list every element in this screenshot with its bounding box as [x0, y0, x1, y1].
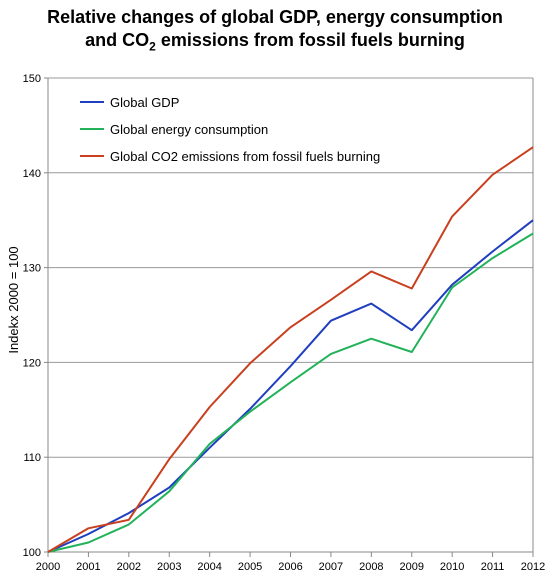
y-axis-label: Indekx 2000 = 100: [6, 246, 21, 353]
chart-title-subscript: 2: [149, 39, 156, 54]
chart-title: Relative changes of global GDP, energy c…: [0, 6, 550, 59]
x-tick-label-2003: 2003: [157, 561, 181, 573]
x-tick-label-2010: 2010: [440, 561, 464, 573]
y-tick-label-140: 140: [23, 168, 41, 180]
series-lines: [47, 146, 534, 553]
legend-label-1: Global energy consumption: [110, 122, 268, 137]
series-line-1: [47, 232, 534, 553]
x-tick-label-2011: 2011: [481, 561, 505, 573]
x-tick-label-2004: 2004: [197, 561, 221, 573]
y-tick-label-110: 110: [23, 452, 41, 464]
x-tick-label-2012: 2012: [521, 561, 545, 573]
chart-title-line2-suffix: emissions from fossil fuels burning: [155, 30, 465, 50]
legend: Global GDP Global energy consumption Globa…: [80, 95, 380, 164]
series-line-0: [47, 219, 534, 553]
x-tick-label-2008: 2008: [359, 561, 383, 573]
legend-label-2: Global CO2 emissions from fossil fuels b…: [110, 149, 380, 164]
x-tick-label-2001: 2001: [76, 561, 100, 573]
legend-label-0: Global GDP: [110, 95, 179, 110]
chart-title-line1: Relative changes of global GDP, energy c…: [47, 7, 503, 27]
y-tick-label-150: 150: [23, 73, 41, 85]
series-line-2: [47, 146, 534, 553]
y-tick-label-130: 130: [23, 263, 41, 275]
chart-title-line2-prefix: and CO: [85, 30, 150, 50]
y-tick-label-100: 100: [23, 547, 41, 559]
x-tick-label-2009: 2009: [400, 561, 424, 573]
chart-title-line2: and CO2 emissions from fossil fuels burn…: [0, 29, 550, 59]
x-tick-label-2007: 2007: [319, 561, 343, 573]
x-tick-label-2006: 2006: [278, 561, 302, 573]
y-tick-label-120: 120: [23, 357, 41, 369]
axes: 100 110 120 130 140 150 2000 2001 2002 2003 2004 20…: [23, 73, 546, 573]
x-tick-label-2000: 2000: [36, 561, 60, 573]
x-tick-label-2005: 2005: [238, 561, 262, 573]
x-tick-label-2002: 2002: [117, 561, 141, 573]
